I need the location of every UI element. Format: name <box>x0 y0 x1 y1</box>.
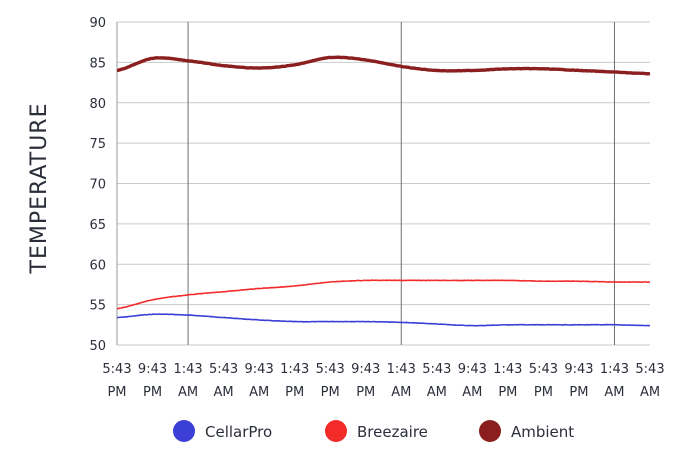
y-tick-label-55: 55 <box>89 299 106 314</box>
legend-label-cellarpro: CellarPro <box>205 423 272 441</box>
y-tick-label-70: 70 <box>89 178 106 193</box>
series-line-cellarpro <box>116 313 651 327</box>
x-tick-label-time-1: 9:43 <box>138 362 167 377</box>
y-tick-label-60: 60 <box>89 258 106 273</box>
x-tick-label-ampm-13: PM <box>569 385 588 400</box>
x-tick-label-time-0: 5:43 <box>102 362 131 377</box>
x-tick-label-time-2: 1:43 <box>173 362 202 377</box>
series-line-ambient <box>116 55 651 76</box>
y-tick-label-85: 85 <box>89 56 106 71</box>
x-tick-label-time-4: 9:43 <box>245 362 274 377</box>
x-tick-label-time-9: 5:43 <box>422 362 451 377</box>
x-tick-label-time-11: 1:43 <box>493 362 522 377</box>
x-tick-label-time-15: 5:43 <box>635 362 664 377</box>
y-tick-label-80: 80 <box>89 97 106 112</box>
x-tick-label-time-8: 1:43 <box>387 362 416 377</box>
x-tick-label-ampm-6: PM <box>321 385 340 400</box>
x-tick-label-time-12: 5:43 <box>529 362 558 377</box>
x-tick-label-ampm-1: PM <box>143 385 162 400</box>
x-tick-label-ampm-0: PM <box>107 385 126 400</box>
x-tick-label-ampm-8: AM <box>391 385 411 400</box>
x-tick-label-ampm-7: PM <box>356 385 375 400</box>
x-tick-label-time-3: 5:43 <box>209 362 238 377</box>
x-tick-label-ampm-15: AM <box>640 385 660 400</box>
series-line-breezaire <box>116 279 651 310</box>
y-tick-label-50: 50 <box>89 339 106 354</box>
x-tick-label-time-14: 1:43 <box>600 362 629 377</box>
x-tick-label-time-6: 5:43 <box>316 362 345 377</box>
y-tick-label-75: 75 <box>89 137 106 152</box>
legend-marker-breezaire <box>325 420 347 442</box>
x-tick-label-time-13: 9:43 <box>564 362 593 377</box>
legend-label-ambient: Ambient <box>511 423 574 441</box>
x-tick-label-ampm-11: PM <box>498 385 517 400</box>
x-axis-ticks: 5:43 PM 9:43 PM 1:43 AM 5:43 AM 9:43 AM 1:43 PM 5:43… <box>102 362 664 400</box>
y-axis-label: TEMPERATURE <box>27 103 52 275</box>
y-axis-ticks: 50 55 60 65 70 75 80 85 90 <box>89 16 106 354</box>
y-tick-label-65: 65 <box>89 218 106 233</box>
y-tick-label-90: 90 <box>89 16 106 31</box>
x-tick-label-time-10: 9:43 <box>458 362 487 377</box>
legend-label-breezaire: Breezaire <box>357 423 428 441</box>
x-tick-label-ampm-3: AM <box>214 385 234 400</box>
x-tick-label-ampm-9: AM <box>427 385 447 400</box>
x-tick-label-ampm-10: AM <box>462 385 482 400</box>
legend-marker-ambient <box>479 420 501 442</box>
x-tick-label-time-5: 1:43 <box>280 362 309 377</box>
legend-marker-cellarpro <box>173 420 195 442</box>
x-tick-label-ampm-14: AM <box>604 385 624 400</box>
x-tick-label-ampm-5: PM <box>285 385 304 400</box>
x-tick-label-ampm-2: AM <box>178 385 198 400</box>
legend: CellarPro Breezaire Ambient <box>173 420 574 442</box>
x-tick-label-time-7: 9:43 <box>351 362 380 377</box>
series-lines <box>116 55 651 327</box>
grid <box>116 21 650 346</box>
x-tick-label-ampm-12: PM <box>534 385 553 400</box>
x-tick-label-ampm-4: AM <box>249 385 269 400</box>
